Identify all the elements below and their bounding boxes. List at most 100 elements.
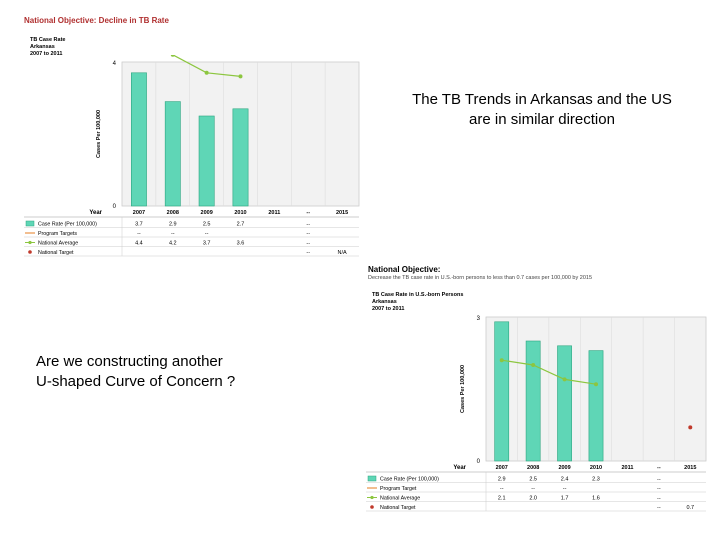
- table-cell: 2.9: [169, 222, 177, 228]
- legend-label: National Average: [38, 241, 78, 247]
- national-average-point: [594, 382, 598, 387]
- table-cell: --: [306, 231, 310, 237]
- y-axis-label: Cases Per 100,000: [96, 110, 102, 158]
- table-cell: 2.5: [529, 477, 537, 483]
- x-tick-label: 2011: [621, 465, 633, 471]
- table-cell: 2.4: [561, 477, 569, 483]
- table-cell: --: [500, 486, 504, 492]
- bar: [131, 72, 147, 207]
- table-cell: 4.4: [135, 241, 143, 247]
- legend-swatch-target: [28, 250, 32, 254]
- table-cell: 1.7: [561, 496, 569, 502]
- caption-top-line: are in similar direction: [469, 111, 615, 128]
- table-cell: N/A: [337, 250, 347, 256]
- table-cell: --: [657, 505, 661, 511]
- table-cell: 2.7: [237, 222, 245, 228]
- chart2-subtitle-line: 2007 to 2011: [372, 306, 405, 312]
- national-average-point: [238, 74, 243, 79]
- table-cell: --: [205, 231, 209, 237]
- y-tick-label: 3: [477, 316, 481, 322]
- caption-top-line: The TB Trends in Arkansas and the US: [412, 91, 672, 108]
- national-target-point: [688, 425, 693, 430]
- national-average-point: [499, 358, 504, 363]
- y-axis-label: Cases Per 100,000: [460, 365, 466, 413]
- legend-swatch-point: [28, 240, 32, 245]
- national-average-point: [531, 363, 536, 367]
- table-cell: --: [306, 222, 310, 228]
- table-cell: 2.3: [592, 477, 600, 483]
- x-tick-label: --: [306, 210, 310, 216]
- table-cell: 3.6: [237, 241, 245, 247]
- bar: [525, 340, 541, 462]
- legend-swatch-bar: [25, 220, 35, 227]
- legend-swatch-point: [370, 495, 374, 500]
- legend-label: Case Rate (Per 100,000): [380, 477, 439, 483]
- table-cell: 1.6: [592, 496, 600, 502]
- table-cell: --: [563, 486, 567, 492]
- legend-label: National Target: [380, 505, 416, 511]
- chart2-subtitle: TB Case Rate in U.S.-born Persons Arkans…: [372, 292, 463, 313]
- x-tick-label: 2007: [496, 465, 508, 471]
- y-tick-label: 0: [113, 204, 117, 210]
- chart2-heading: National Objective:: [368, 265, 441, 274]
- national-average-line: [170, 55, 241, 77]
- table-cell: --: [171, 231, 175, 237]
- table-cell: --: [657, 496, 661, 502]
- chart2-svg: Cases Per 100,000 3 0 Year 2007 2008 2009 2010 2…: [366, 316, 707, 512]
- chart1-svg: Cases Per 100,000 4 0 Year 2007 2008 2009 2010 2…: [24, 55, 360, 257]
- caption-bottom: Are we constructing another U-shaped Cur…: [36, 352, 336, 392]
- x-tick-label: 2009: [201, 210, 213, 216]
- x-tick-label: 2015: [684, 465, 696, 471]
- y-tick-label: 4: [113, 61, 117, 67]
- legend-label: National Target: [38, 250, 74, 256]
- table-cell: 2.0: [529, 496, 537, 502]
- bar: [588, 350, 604, 462]
- caption-bottom-line: U-shaped Curve of Concern ?: [36, 373, 236, 390]
- x-tick-label: 2010: [590, 465, 602, 471]
- table-cell: --: [657, 486, 661, 492]
- table-cell: --: [137, 231, 141, 237]
- national-average-point: [170, 55, 175, 57]
- legend-label: Program Targets: [38, 231, 77, 237]
- x-axis-label: Year: [89, 210, 102, 216]
- caption-bottom-line: Are we constructing another: [36, 353, 223, 370]
- bar: [198, 115, 215, 207]
- chart1-heading: National Objective: Decline in TB Rate: [24, 16, 169, 25]
- table-cell: 0.7: [686, 505, 694, 511]
- x-tick-label: 2007: [133, 210, 145, 216]
- chart1-subtitle-line: Arkansas: [30, 44, 55, 50]
- bar: [494, 321, 510, 462]
- table-cell: 4.2: [169, 241, 177, 247]
- x-tick-label: 2008: [527, 465, 539, 471]
- y-tick-label: 0: [477, 459, 481, 465]
- national-average-point: [562, 377, 567, 382]
- legend-label: National Average: [380, 496, 420, 502]
- legend-label: Program Target: [380, 486, 417, 492]
- x-tick-label: 2015: [336, 210, 348, 216]
- x-tick-label: 2011: [268, 210, 280, 216]
- chart2-subtitle-line: Arkansas: [372, 299, 397, 305]
- national-average-line: [501, 359, 597, 385]
- chart2-subtitle-line: TB Case Rate in U.S.-born Persons: [372, 292, 464, 298]
- bar: [164, 101, 181, 207]
- legend-label: Case Rate (Per 100,000): [38, 222, 97, 228]
- chart1-subtitle-line: TB Case Rate: [30, 37, 66, 43]
- table-cell: 2.9: [498, 477, 506, 483]
- bar: [557, 345, 572, 462]
- bar: [232, 108, 249, 207]
- x-tick-label: 2010: [234, 210, 246, 216]
- table-cell: 2.1: [498, 496, 506, 502]
- table-cell: 2.5: [203, 222, 211, 228]
- national-average-point: [204, 70, 209, 75]
- table-cell: --: [306, 250, 310, 256]
- x-tick-label: 2009: [558, 465, 570, 471]
- legend-swatch-target: [370, 505, 374, 509]
- table-cell: 3.7: [135, 222, 143, 228]
- x-axis-label: Year: [453, 465, 466, 471]
- caption-top: The TB Trends in Arkansas and the US are…: [372, 90, 712, 130]
- chart1-subtitle: TB Case Rate Arkansas 2007 to 2011: [30, 37, 65, 58]
- legend-swatch-bar: [367, 475, 377, 482]
- x-tick-label: 2008: [167, 210, 179, 216]
- chart1-subtitle-line: 2007 to 2011: [30, 51, 63, 57]
- chart2-description: Decrease the TB case rate in U.S.-born p…: [368, 275, 593, 281]
